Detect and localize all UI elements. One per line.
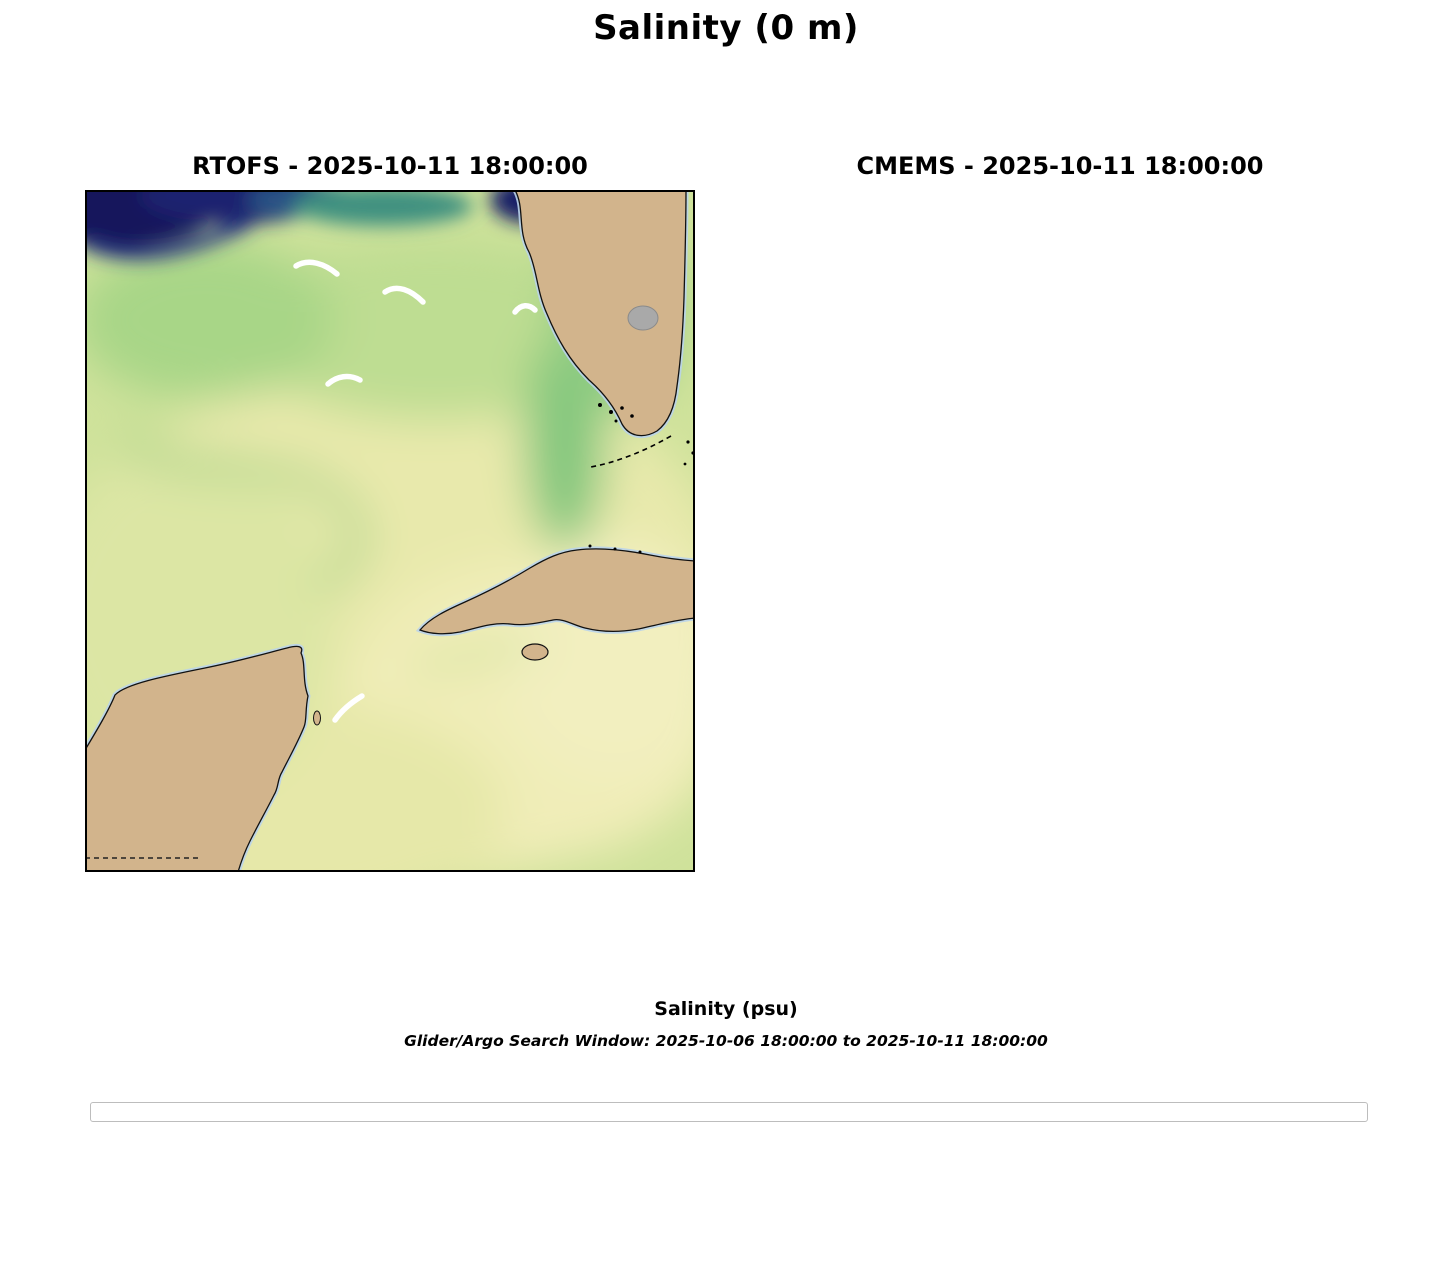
land-yucatan: [85, 645, 309, 872]
land-cuba: [418, 548, 695, 635]
panel-title-rtofs: RTOFS - 2025-10-11 18:00:00: [192, 152, 588, 180]
search-window-note: Glider/Argo Search Window: 2025-10-06 18…: [404, 1032, 1048, 1050]
land-cozumel: [313, 710, 321, 726]
small-islets: [588, 403, 695, 554]
map-panel-rtofs: [85, 190, 695, 872]
figure-title: Salinity (0 m): [593, 8, 859, 48]
map-svg-rtofs: [85, 190, 695, 872]
land-florida: [514, 190, 687, 437]
axes-frame: [85, 190, 695, 872]
colorbar: [120, 938, 1332, 998]
panel-title-cmems: CMEMS - 2025-10-11 18:00:00: [856, 152, 1264, 180]
florida-keys: [590, 435, 672, 468]
map-panel-cmems: [755, 190, 1365, 872]
land-isla-juventud: [521, 643, 549, 661]
colorbar-label: Salinity (psu): [654, 998, 798, 1020]
map-svg-cmems: [755, 190, 1365, 872]
lake-okeechobee: [627, 305, 659, 331]
legend-box: [90, 1102, 1368, 1122]
glider-tracks: [293, 259, 538, 723]
